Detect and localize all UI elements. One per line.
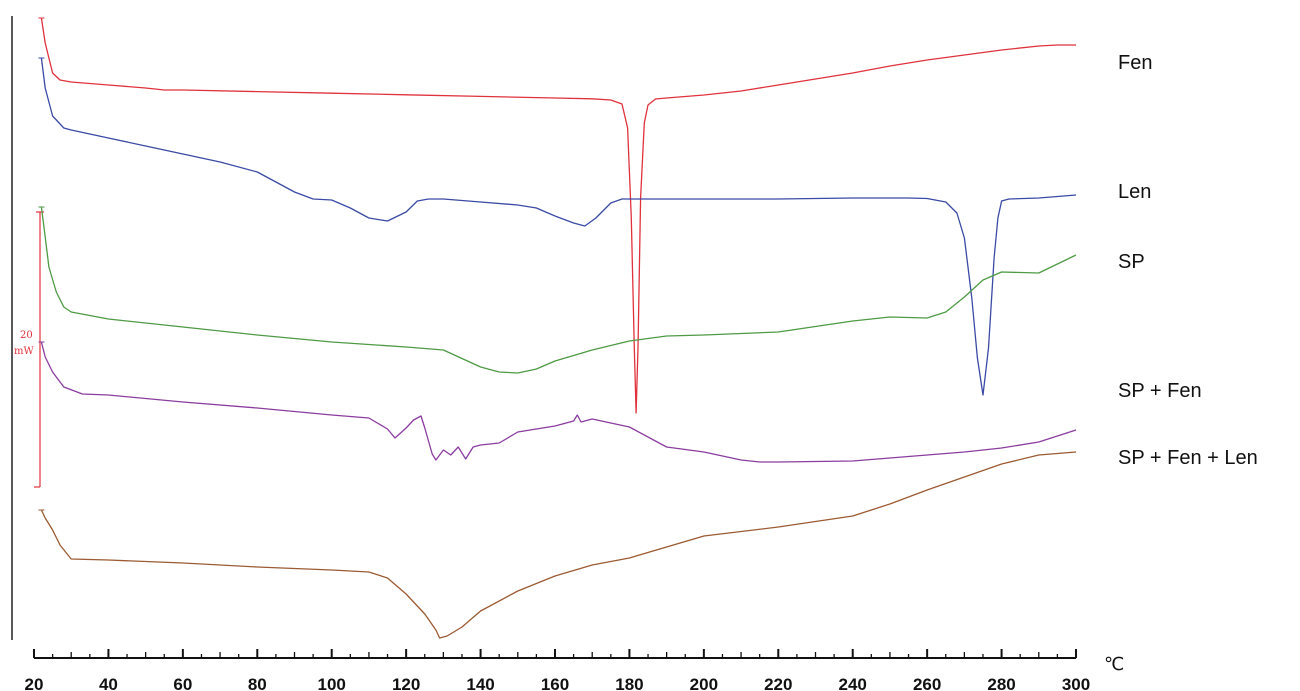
scale-bar-value: 20 — [20, 330, 33, 341]
curve-sp-fen — [40, 341, 1077, 463]
curve-sp-fen-len — [40, 451, 1077, 639]
x-axis: 20 40 60 80 100 120 140 160 180 200 220 240 260 280 30… — [25, 649, 1090, 691]
x-tick-label: 160 — [541, 675, 569, 691]
series-label-sp-fen-len: SP + Fen + Len — [1118, 447, 1258, 469]
scale-bar-unit: mW — [14, 346, 34, 357]
curve-fen — [40, 17, 1076, 414]
x-tick-label: 40 — [99, 675, 118, 691]
series-label-sp: SP — [1118, 251, 1145, 273]
x-tick-label: 100 — [318, 675, 346, 691]
x-tick-label: 140 — [466, 675, 494, 691]
curve-len — [40, 57, 1077, 396]
x-tick-label: 200 — [690, 675, 718, 691]
x-tick-label: 260 — [913, 675, 941, 691]
series-label-len: Len — [1118, 181, 1151, 203]
x-tick-label: 80 — [248, 675, 267, 691]
x-tick-label: 180 — [615, 675, 643, 691]
x-tick-label: 120 — [392, 675, 420, 691]
x-tick-label: 220 — [764, 675, 792, 691]
curve-sp — [40, 206, 1077, 374]
curves-group — [38, 17, 1077, 639]
scale-bar: 20 mW — [14, 211, 44, 488]
x-tick-label: 280 — [987, 675, 1015, 691]
x-tick-label: 60 — [173, 675, 192, 691]
x-tick-label: 20 — [25, 675, 44, 691]
series-label-sp-fen: SP + Fen — [1118, 380, 1202, 402]
x-tick-label: 240 — [839, 675, 867, 691]
series-labels-group: Fen Len SP SP + Fen SP + Fen + Len — [1118, 52, 1258, 469]
series-label-fen: Fen — [1118, 52, 1152, 74]
x-axis-unit: ℃ — [1104, 654, 1124, 675]
x-tick-label: 300 — [1062, 675, 1090, 691]
